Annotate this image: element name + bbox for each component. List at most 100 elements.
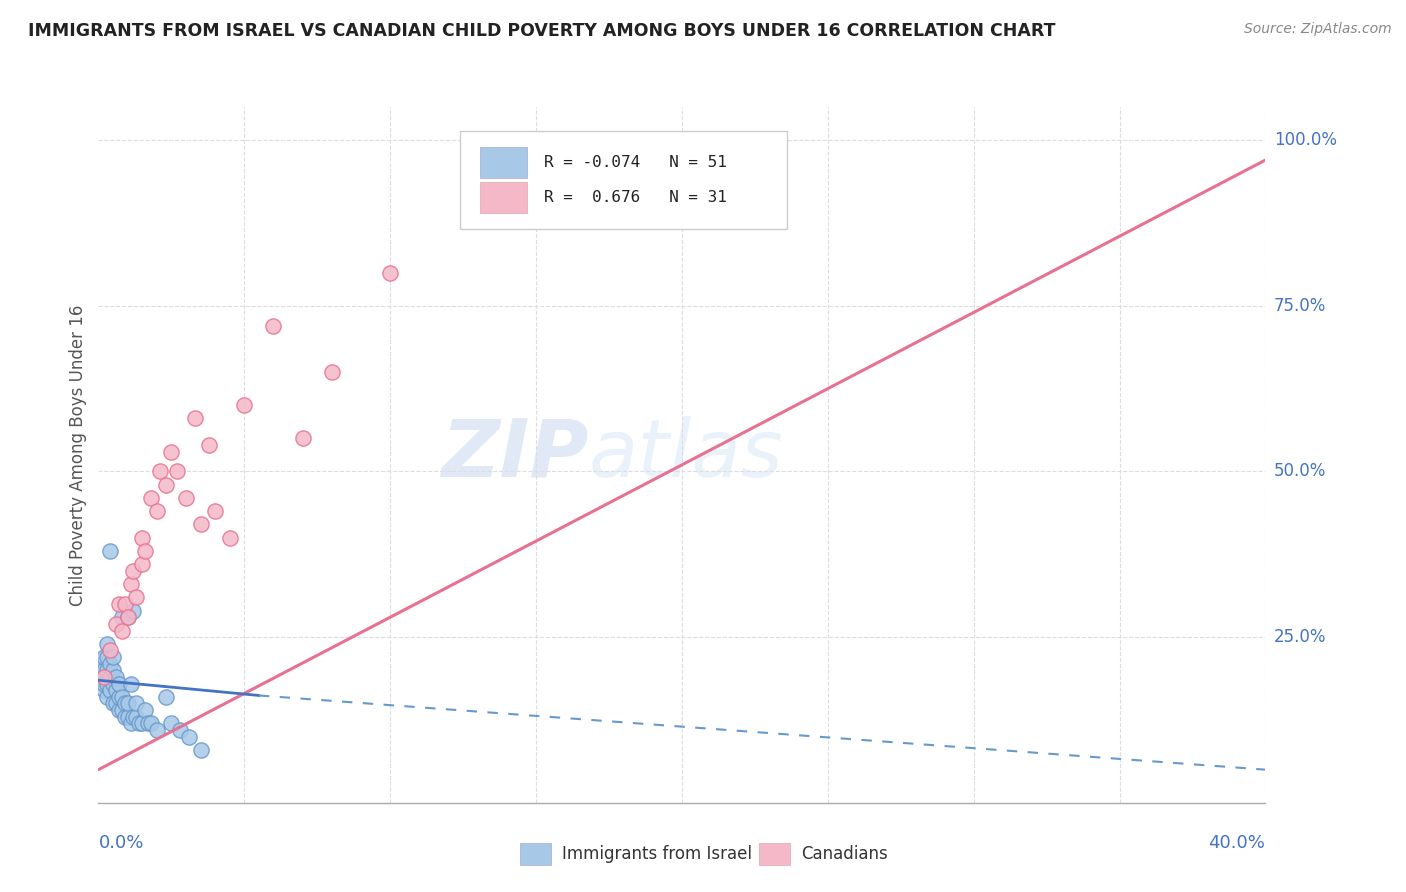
Point <box>96 637 118 651</box>
Text: 25.0%: 25.0% <box>1274 628 1326 646</box>
Point <box>190 517 212 532</box>
Point <box>104 683 127 698</box>
Point <box>104 670 127 684</box>
Point <box>198 438 221 452</box>
Point <box>117 709 139 723</box>
Text: ZIP: ZIP <box>441 416 589 494</box>
Text: 40.0%: 40.0% <box>1209 834 1265 852</box>
Point <box>108 676 131 690</box>
Point <box>122 604 145 618</box>
Point <box>114 697 136 711</box>
Point <box>524 153 547 167</box>
Point <box>139 716 162 731</box>
Point <box>177 730 200 744</box>
Point <box>131 716 153 731</box>
FancyBboxPatch shape <box>460 131 787 229</box>
Point <box>291 431 314 445</box>
FancyBboxPatch shape <box>479 182 527 213</box>
Point <box>108 597 131 611</box>
Point <box>90 657 112 671</box>
Point <box>262 318 284 333</box>
Point <box>174 491 197 505</box>
Point <box>98 657 121 671</box>
Point <box>155 477 177 491</box>
Point <box>139 491 162 505</box>
Point <box>146 723 169 737</box>
Point <box>114 597 136 611</box>
Point <box>120 577 142 591</box>
Point <box>120 676 142 690</box>
Point <box>90 663 112 677</box>
Point <box>111 690 134 704</box>
Point <box>101 650 124 665</box>
Point <box>321 365 343 379</box>
Point <box>190 743 212 757</box>
Point <box>136 716 159 731</box>
Point <box>218 531 240 545</box>
Point <box>93 663 115 677</box>
Point <box>122 709 145 723</box>
Point <box>117 610 139 624</box>
Point <box>93 670 115 684</box>
Point <box>96 690 118 704</box>
Point <box>125 697 148 711</box>
Point <box>149 465 172 479</box>
Point <box>128 716 150 731</box>
Point <box>169 723 191 737</box>
Point <box>183 411 205 425</box>
Text: atlas: atlas <box>589 416 783 494</box>
Point <box>101 697 124 711</box>
Point <box>134 544 156 558</box>
Point <box>131 558 153 572</box>
Text: 0.0%: 0.0% <box>98 834 143 852</box>
Point <box>134 703 156 717</box>
Point <box>125 591 148 605</box>
Point <box>111 624 134 638</box>
Point <box>101 663 124 677</box>
Point <box>117 697 139 711</box>
FancyBboxPatch shape <box>479 147 527 178</box>
Point <box>108 690 131 704</box>
Point <box>98 670 121 684</box>
Point <box>104 697 127 711</box>
Point <box>233 398 256 412</box>
Point <box>93 650 115 665</box>
Text: R = -0.074   N = 51: R = -0.074 N = 51 <box>544 155 727 170</box>
Point <box>378 266 402 280</box>
Point <box>108 703 131 717</box>
Point <box>166 465 188 479</box>
Point <box>93 683 115 698</box>
Text: IMMIGRANTS FROM ISRAEL VS CANADIAN CHILD POVERTY AMONG BOYS UNDER 16 CORRELATION: IMMIGRANTS FROM ISRAEL VS CANADIAN CHILD… <box>28 22 1056 40</box>
Point <box>111 703 134 717</box>
Point <box>114 709 136 723</box>
Point <box>117 610 139 624</box>
Point <box>104 616 127 631</box>
Point <box>155 690 177 704</box>
Point <box>96 663 118 677</box>
Point <box>96 676 118 690</box>
Point <box>120 716 142 731</box>
Text: Source: ZipAtlas.com: Source: ZipAtlas.com <box>1244 22 1392 37</box>
Point <box>98 683 121 698</box>
Point <box>98 544 121 558</box>
Text: Immigrants from Israel: Immigrants from Israel <box>562 845 752 863</box>
Text: R =  0.676   N = 31: R = 0.676 N = 31 <box>544 190 727 205</box>
Point <box>111 610 134 624</box>
Point <box>90 670 112 684</box>
Text: 75.0%: 75.0% <box>1274 297 1326 315</box>
Point <box>146 504 169 518</box>
Point <box>125 709 148 723</box>
Point <box>131 531 153 545</box>
Point <box>122 564 145 578</box>
Text: 100.0%: 100.0% <box>1274 131 1337 149</box>
Text: Canadians: Canadians <box>801 845 889 863</box>
Point <box>93 676 115 690</box>
Y-axis label: Child Poverty Among Boys Under 16: Child Poverty Among Boys Under 16 <box>69 304 87 606</box>
Point <box>160 716 183 731</box>
Point <box>98 643 121 657</box>
Point <box>96 650 118 665</box>
Point <box>101 676 124 690</box>
Point <box>204 504 226 518</box>
Point <box>160 444 183 458</box>
Text: 50.0%: 50.0% <box>1274 462 1326 481</box>
